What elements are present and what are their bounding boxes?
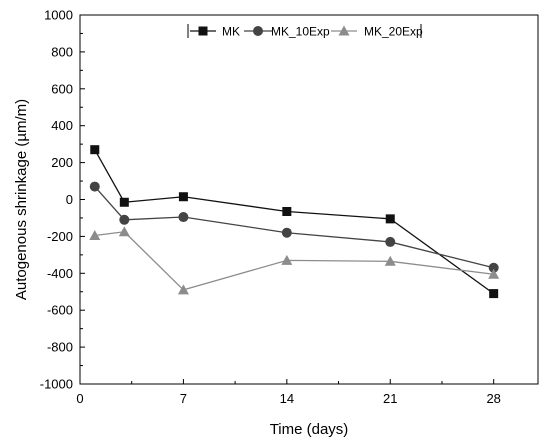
data-point [488, 262, 499, 273]
legend-item: MK_20Exp [331, 25, 423, 39]
data-point [281, 227, 292, 238]
data-point [178, 212, 189, 223]
legend-marker [338, 25, 350, 36]
series-mk-10exp [89, 181, 499, 273]
series-line [94, 186, 494, 269]
x-tick-label: 7 [180, 391, 187, 406]
y-tick-label: -600 [47, 303, 73, 318]
series-layer [89, 145, 500, 299]
legend-label: MK [222, 25, 240, 39]
legend-label: MK_20Exp [364, 25, 423, 39]
data-point [90, 145, 100, 155]
data-point [281, 254, 293, 265]
legend-marker [253, 26, 263, 36]
data-point [118, 226, 130, 237]
legend: MK MK_10Exp MK_20Exp [187, 24, 423, 39]
y-tick-label: 400 [51, 118, 73, 133]
data-point [385, 214, 395, 224]
data-point [119, 197, 129, 207]
data-point [488, 268, 500, 279]
series-line [94, 149, 495, 295]
legend-marker [198, 26, 208, 36]
series-mk-20exp [89, 226, 500, 295]
x-tick-label: 14 [280, 391, 294, 406]
x-tick-label: 0 [76, 391, 83, 406]
y-tick-label: 600 [51, 81, 73, 96]
data-point [119, 214, 130, 225]
data-point [89, 229, 101, 240]
legend-item: MK [190, 25, 240, 39]
y-axis-title: Autogenous shrinkage (µm/m) [13, 99, 30, 300]
data-point [89, 181, 100, 192]
data-point [282, 206, 292, 216]
data-point [385, 236, 396, 247]
y-tick-label: -400 [47, 266, 73, 281]
axis-ticks: -1000 -800 -600 -400 -200 0 200 400 600 800 1000 0 7… [40, 8, 501, 407]
y-tick-label: 200 [51, 155, 73, 170]
legend-item: MK_10Exp [244, 25, 330, 39]
data-point [384, 255, 396, 266]
data-point [177, 284, 189, 295]
y-tick-label: -1000 [40, 377, 73, 392]
y-tick-label: 1000 [44, 8, 73, 23]
y-tick-label: 0 [66, 192, 73, 207]
y-tick-label: -800 [47, 340, 73, 355]
series-mk [90, 145, 499, 299]
x-tick-label: 28 [486, 391, 500, 406]
data-point [178, 192, 188, 202]
y-tick-label: -200 [47, 229, 73, 244]
y-tick-label: 800 [51, 44, 73, 59]
data-point [489, 289, 499, 299]
legend-label: MK_10Exp [271, 25, 330, 39]
x-tick-label: 21 [383, 391, 397, 406]
x-axis-title: Time (days) [270, 421, 349, 438]
series-line [94, 231, 494, 291]
